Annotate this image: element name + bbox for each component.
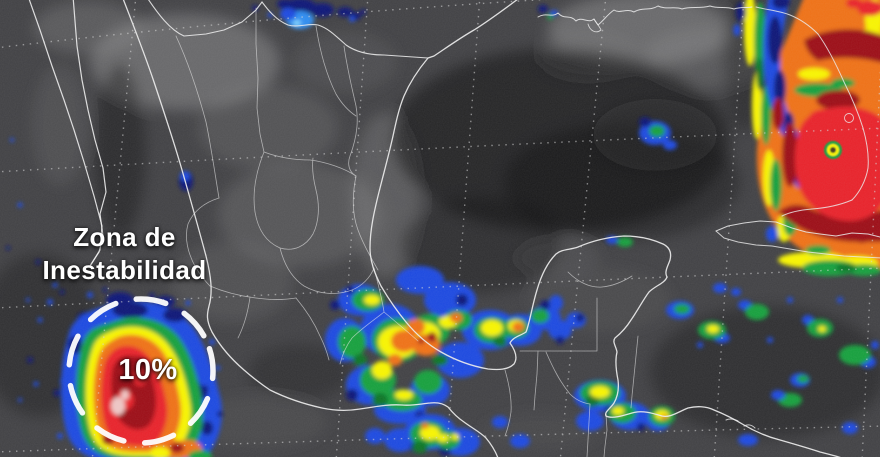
probability-label: 10%	[118, 354, 178, 386]
instability-zone-label-line2: Inestabilidad	[42, 255, 207, 285]
instability-zone-label-line1: Zona de	[73, 222, 176, 252]
instability-zone-label: Zona de Inestabilidad	[22, 221, 227, 287]
